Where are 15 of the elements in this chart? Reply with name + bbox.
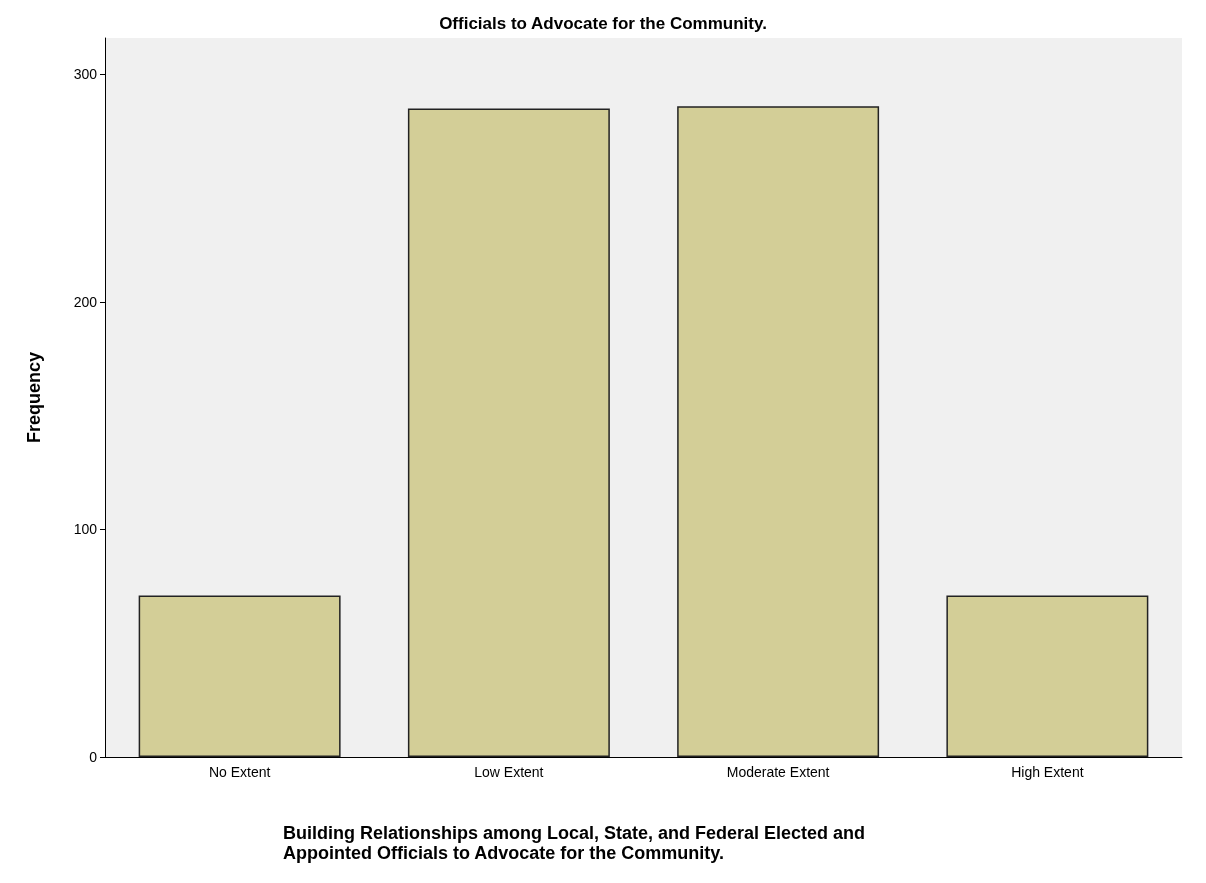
y-tick-label: 300 xyxy=(73,66,98,83)
bar xyxy=(677,106,880,757)
bar xyxy=(407,108,610,757)
x-tick-label: High Extent xyxy=(1011,764,1084,780)
y-tick-label: 200 xyxy=(73,293,98,310)
bar xyxy=(138,595,341,757)
y-tick-label: 0 xyxy=(89,749,98,765)
x-tick-label: No Extent xyxy=(208,764,271,780)
y-tick-label: 100 xyxy=(73,521,98,538)
chart-title: Officials to Advocate for the Community. xyxy=(439,14,767,33)
y-axis-title: Frequency xyxy=(24,351,44,444)
x-tick-label: Moderate Extent xyxy=(726,764,830,780)
bar xyxy=(946,595,1149,757)
x-axis-title: Building Relationships among Local, State, and Federal Elected and Appointed Officials to Advocate for the Community. xyxy=(283,823,871,863)
x-tick-label: Low Extent xyxy=(474,764,544,780)
